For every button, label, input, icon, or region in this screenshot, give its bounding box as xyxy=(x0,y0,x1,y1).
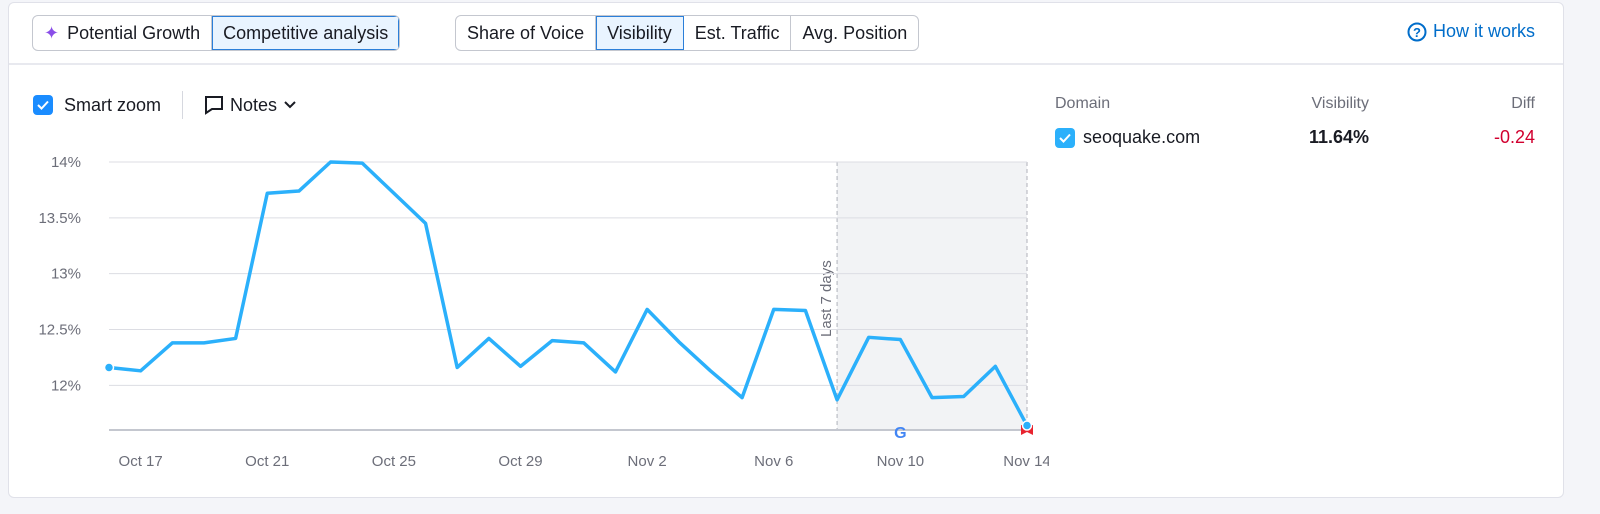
data-point xyxy=(1021,420,1033,431)
x-tick-label: Oct 17 xyxy=(119,453,163,470)
metric-tabs: Share of Voice Visibility Est. Traffic A… xyxy=(455,15,920,51)
tab-potential-growth[interactable]: ✦ Potential Growth xyxy=(33,16,213,50)
legend-row: seoquake.com 11.64% -0.24 xyxy=(1055,127,1535,148)
comment-icon xyxy=(205,96,224,115)
data-point xyxy=(103,362,115,373)
x-tick-label: Oct 25 xyxy=(372,453,416,470)
last-7-days-label: Last 7 days xyxy=(818,260,835,337)
tab-competitive-analysis[interactable]: Competitive analysis xyxy=(212,16,400,50)
y-tick-label: 12% xyxy=(51,377,81,394)
smart-zoom-label: Smart zoom xyxy=(64,94,162,115)
svg-text:?: ? xyxy=(1413,25,1421,40)
header-diff: Diff xyxy=(1511,95,1535,112)
smart-zoom-checkbox[interactable] xyxy=(33,95,53,115)
divider xyxy=(182,91,184,119)
tab-visibility[interactable]: Visibility xyxy=(596,16,684,50)
chart-controls: Smart zoom Notes xyxy=(33,91,297,119)
domain-name: seoquake.com xyxy=(1083,127,1201,147)
help-icon: ? xyxy=(1407,22,1427,41)
how-it-works-link[interactable]: ? How it works xyxy=(1407,21,1535,42)
y-tick-label: 13.5% xyxy=(38,210,81,227)
last-7-days-region xyxy=(837,162,1027,430)
x-tick-label: Oct 29 xyxy=(498,453,542,470)
y-tick-label: 14% xyxy=(51,154,81,171)
x-tick-label: Nov 6 xyxy=(754,453,793,470)
visibility-widget: ✦ Potential Growth Competitive analysis S… xyxy=(8,2,1564,498)
header-visibility: Visibility xyxy=(1311,95,1370,112)
diff-value: -0.24 xyxy=(1493,127,1535,147)
toolbar: ✦ Potential Growth Competitive analysis S… xyxy=(9,3,1563,65)
x-tick-label: Oct 21 xyxy=(245,453,289,470)
tab-share-of-voice[interactable]: Share of Voice xyxy=(456,16,597,50)
chevron-down-icon xyxy=(284,101,296,109)
x-tick-label: Nov 2 xyxy=(628,453,667,470)
domain-checkbox[interactable] xyxy=(1055,127,1075,148)
header-domain: Domain xyxy=(1055,95,1111,112)
x-tick-label: Nov 14 xyxy=(1003,453,1049,470)
mode-tabs: ✦ Potential Growth Competitive analysis xyxy=(32,15,401,51)
legend-table: Domain Visibility Diff seoquake.com 11.6… xyxy=(1055,95,1535,148)
x-tick-label: Nov 10 xyxy=(877,453,925,470)
visibility-chart: Last 7 days 14% 13.5% 13% 12.5% 12% Oct 17 Oct … xyxy=(38,154,1049,470)
sparkle-icon: ✦ xyxy=(44,23,60,43)
tab-est-traffic[interactable]: Est. Traffic xyxy=(684,16,792,50)
google-icon: G xyxy=(894,425,906,442)
y-tick-label: 12.5% xyxy=(38,322,81,339)
tab-avg-position[interactable]: Avg. Position xyxy=(802,23,908,43)
visibility-value: 11.64% xyxy=(1308,127,1369,147)
notes-dropdown[interactable]: Notes xyxy=(204,95,297,116)
series-line xyxy=(108,160,1029,427)
y-tick-label: 13% xyxy=(51,266,81,283)
